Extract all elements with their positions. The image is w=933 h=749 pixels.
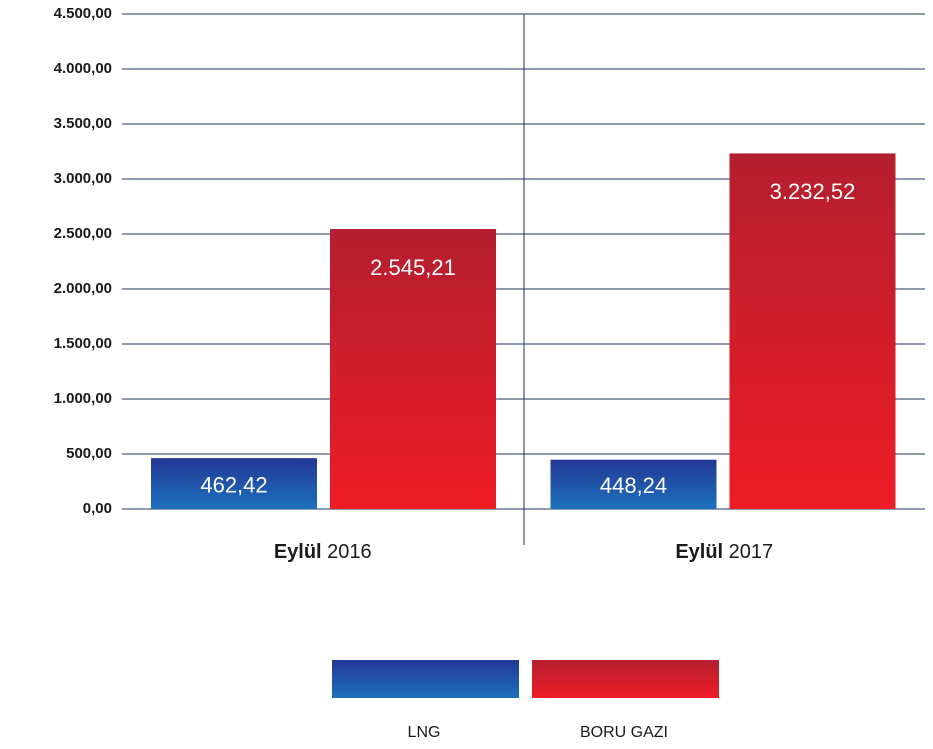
legend-label: LNG xyxy=(408,724,441,741)
y-tick-label: 500,00 xyxy=(66,445,112,462)
bar xyxy=(330,229,496,509)
y-tick-label: 0,00 xyxy=(83,500,112,517)
legend-swatch xyxy=(532,660,719,698)
bar xyxy=(729,153,896,510)
x-tick-label: Eylül 2016 xyxy=(274,541,372,563)
bar xyxy=(550,459,717,509)
value-label: 448,24 xyxy=(600,473,667,498)
y-tick-label: 3.500,00 xyxy=(54,115,112,132)
y-tick-label: 2.500,00 xyxy=(54,225,112,242)
y-tick-label: 1.000,00 xyxy=(54,390,112,407)
legend-label: BORU GAZI xyxy=(580,724,668,741)
value-label: 462,42 xyxy=(200,472,267,497)
y-tick-label: 4.000,00 xyxy=(54,60,112,77)
value-label: 3.232,52 xyxy=(770,179,856,204)
x-tick-label: Eylül 2017 xyxy=(675,541,773,563)
y-tick-label: 3.000,00 xyxy=(54,170,112,187)
y-tick-label: 2.000,00 xyxy=(54,280,112,297)
y-tick-label: 4.500,00 xyxy=(54,5,112,22)
bar xyxy=(151,458,317,509)
y-tick-label: 1.500,00 xyxy=(54,335,112,352)
value-label: 2.545,21 xyxy=(370,255,456,280)
legend-swatch xyxy=(332,660,519,698)
